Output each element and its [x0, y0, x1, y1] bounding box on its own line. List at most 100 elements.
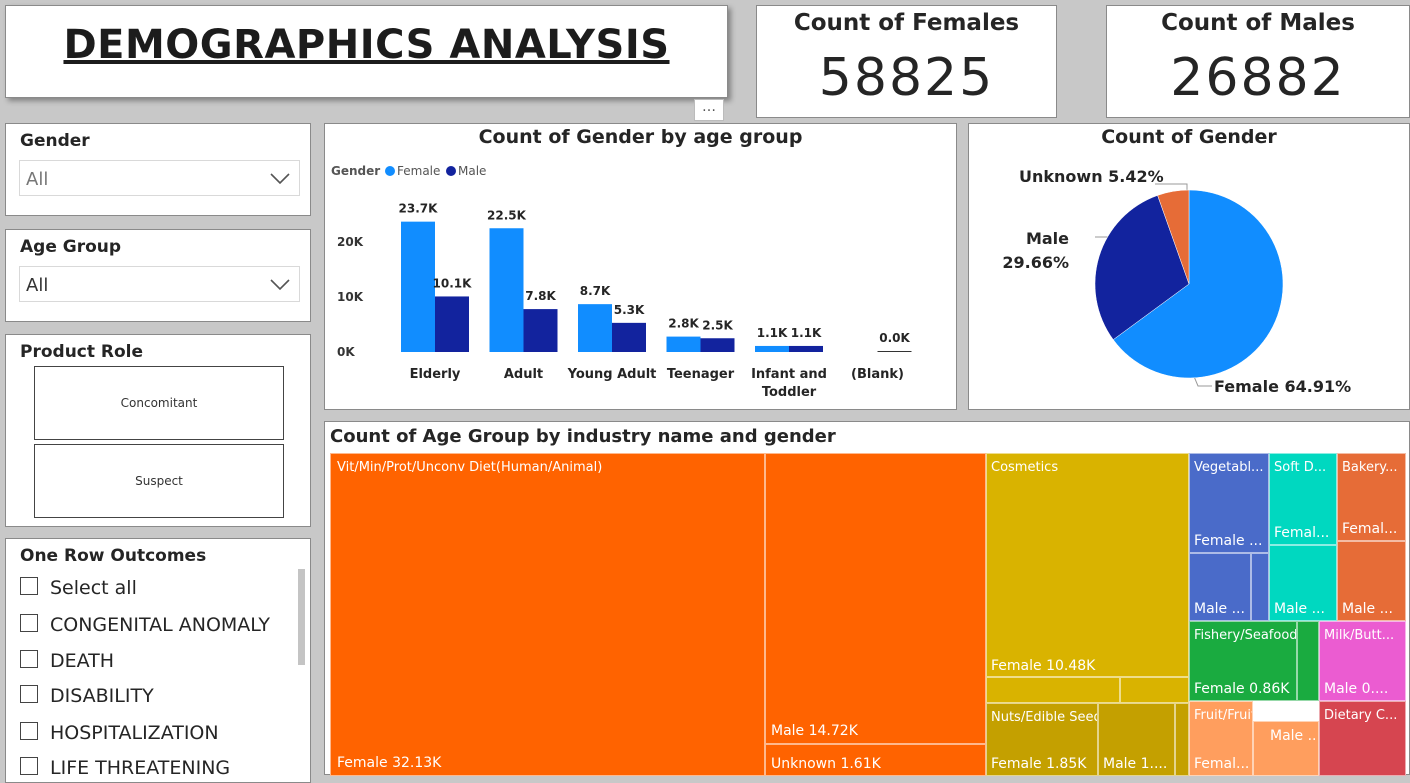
product-role-slicer: Product Role Concomitant Suspect: [5, 334, 311, 527]
gender-dropdown[interactable]: All: [19, 160, 300, 196]
treemap-cell-fruit-male[interactable]: Male ...: [1253, 721, 1319, 776]
treemap-cell-veg-unknown[interactable]: [1251, 553, 1269, 621]
treemap-cell-bakery-male[interactable]: Male ...: [1337, 541, 1406, 621]
x-tick-label: (Blank): [851, 367, 904, 382]
outcome-label: DISABILITY: [50, 685, 154, 707]
checkbox[interactable]: [20, 614, 38, 632]
pie-slice-female[interactable]: [1112, 189, 1284, 379]
treemap-cell-dietary[interactable]: Dietary C...: [1319, 701, 1406, 776]
outcome-item-life-threatening[interactable]: LIFE THREATENING: [20, 757, 230, 783]
role-button-concomitant[interactable]: Concomitant: [34, 366, 284, 440]
treemap-card: Count of Age Group by industry name and …: [324, 421, 1410, 776]
treemap-group-label: Vegetabl...: [1194, 460, 1264, 475]
bar-female[interactable]: [401, 221, 435, 352]
data-label: 5.3K: [614, 303, 645, 317]
bar-male[interactable]: [435, 296, 469, 352]
bar-female[interactable]: [755, 345, 789, 352]
x-tick-label: Teenager: [667, 367, 735, 382]
pie-label-male-name: Male: [1026, 229, 1069, 248]
treemap-group-label: Fruit/Fruit Prod: [1194, 708, 1253, 723]
scrollbar[interactable]: [298, 569, 305, 665]
outcome-label: HOSPITALIZATION: [50, 722, 219, 744]
treemap-cell-label: Male ...: [1270, 728, 1319, 744]
bar-female[interactable]: [666, 336, 701, 352]
kpi-value: 58825: [818, 48, 995, 108]
treemap-cell-label: Femal...: [1274, 525, 1330, 541]
kpi-card-males: Count of Males 26882: [1106, 5, 1410, 118]
slicer-title: Product Role: [20, 342, 144, 362]
checkbox[interactable]: [20, 650, 38, 668]
pie-chart-card: Count of Gender Unknown 5.42% Male 29.66…: [968, 123, 1410, 410]
treemap-cell-label: Female 32.13K: [337, 755, 442, 771]
bar-female[interactable]: [578, 304, 612, 352]
checkbox[interactable]: [20, 577, 38, 595]
treemap-cell-bakery-female[interactable]: Bakery... Femal...: [1337, 453, 1406, 541]
slicer-title: Age Group: [20, 237, 122, 257]
treemap-cell-label: Male 1....: [1103, 756, 1168, 772]
treemap-cell-label: Male ...: [1342, 601, 1393, 617]
treemap-cell-vit-female[interactable]: Vit/Min/Prot/Unconv Diet(Human/Animal) F…: [330, 453, 765, 776]
bar-male[interactable]: [612, 322, 646, 352]
bar-male[interactable]: [523, 309, 558, 352]
x-tick-label: Adult: [504, 367, 543, 382]
data-label: 2.5K: [702, 318, 733, 332]
bar-male[interactable]: [789, 345, 823, 352]
page-title: DEMOGRAPHICS ANALYSIS: [63, 22, 670, 68]
pie-slice-unknown[interactable]: [1157, 189, 1190, 285]
pie-label-male-pct: 29.66%: [1002, 253, 1069, 272]
treemap-cell-label: Female 10.48K: [991, 658, 1096, 674]
outcome-item-disability[interactable]: DISABILITY: [20, 685, 154, 711]
pie-slice-male[interactable]: [1094, 195, 1190, 340]
treemap-cell-nuts-female[interactable]: Nuts/Edible Seed Female 1.85K: [986, 703, 1098, 776]
outcome-item-hospitalization[interactable]: HOSPITALIZATION: [20, 722, 219, 748]
data-label: 22.5K: [487, 208, 527, 222]
treemap-cell-soft-female[interactable]: Soft D... Femal...: [1269, 453, 1337, 545]
bar-male[interactable]: [877, 351, 912, 352]
outcome-item-congenital-anomaly[interactable]: CONGENITAL ANOMALY: [20, 614, 270, 640]
data-label: 7.8K: [525, 289, 556, 303]
treemap-cell-veg-female[interactable]: Vegetabl... Female ...: [1189, 453, 1269, 553]
treemap-cell-label: Femal...: [1194, 756, 1250, 772]
treemap-cell-fish-female[interactable]: Fishery/Seafood ... Female 0.86K: [1189, 621, 1297, 701]
checkbox[interactable]: [20, 757, 38, 775]
treemap-cell-milk-male[interactable]: Milk/Butt... Male 0....: [1319, 621, 1406, 701]
treemap-cell-vit-unknown[interactable]: Unknown 1.61K: [765, 744, 986, 776]
treemap-group-label: Soft D...: [1274, 460, 1327, 475]
treemap-group-label: Dietary C...: [1324, 708, 1398, 723]
bar-male[interactable]: [700, 338, 735, 352]
kpi-label: Count of Males: [1161, 10, 1355, 36]
kpi-label: Count of Females: [793, 10, 1020, 36]
treemap-cell-cosmetics-unknown[interactable]: [1120, 677, 1189, 703]
chart-title: Count of Age Group by industry name and …: [330, 426, 836, 447]
outcome-item-death[interactable]: DEATH: [20, 650, 114, 676]
treemap-cell-cosmetics-female[interactable]: Cosmetics Female 10.48K: [986, 453, 1189, 677]
x-tick-label: Toddler: [762, 385, 817, 400]
treemap-group-label: Vit/Min/Prot/Unconv Diet(Human/Animal): [337, 460, 603, 475]
kpi-value: 26882: [1170, 48, 1346, 108]
outcome-item-select-all[interactable]: Select all: [20, 577, 137, 603]
treemap-cell-label: Female 0.86K: [1194, 681, 1290, 697]
treemap-cell-vit-male[interactable]: Male 14.72K: [765, 453, 986, 744]
checkbox[interactable]: [20, 722, 38, 740]
treemap-cell-nuts-male[interactable]: Male 1....: [1098, 703, 1175, 776]
checkbox[interactable]: [20, 685, 38, 703]
treemap-cell-nuts-unknown[interactable]: [1175, 703, 1189, 776]
treemap-group-label: Fishery/Seafood ...: [1194, 628, 1297, 643]
slicer-title: Gender: [20, 131, 90, 151]
treemap-cell-veg-male[interactable]: Male ...: [1189, 553, 1251, 621]
chevron-down-icon: [270, 173, 290, 185]
age-group-dropdown[interactable]: All: [19, 266, 300, 302]
treemap-cell-soft-male[interactable]: Male ...: [1269, 545, 1337, 621]
treemap-cell-cosmetics-male[interactable]: [986, 677, 1120, 703]
treemap-cell-label: Female ...: [1194, 533, 1263, 549]
treemap-cell-fruit-female[interactable]: Fruit/Fruit Prod Femal...: [1189, 701, 1253, 776]
title-card: DEMOGRAPHICS ANALYSIS: [5, 5, 728, 98]
more-options-icon[interactable]: …: [694, 99, 724, 121]
chart-title: Count of Gender by age group: [478, 126, 803, 148]
bar-female[interactable]: [489, 228, 524, 352]
chevron-down-icon: [270, 279, 290, 291]
data-label: 0.0K: [879, 331, 910, 345]
role-button-suspect[interactable]: Suspect: [34, 444, 284, 518]
treemap-cell-label: Male 14.72K: [771, 723, 858, 739]
treemap-cell-fish-male[interactable]: [1297, 621, 1319, 701]
